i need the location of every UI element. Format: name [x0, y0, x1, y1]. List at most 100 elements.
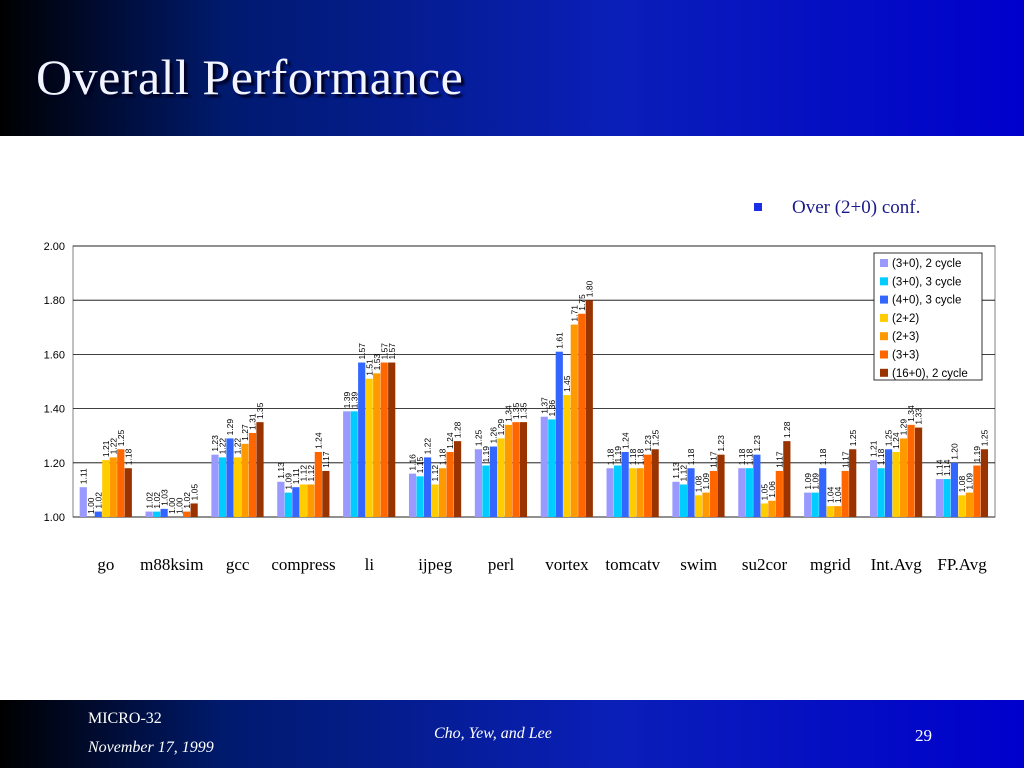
bar	[277, 481, 285, 517]
data-label: 1.24	[314, 432, 324, 449]
legend-swatch	[880, 259, 888, 267]
title-bar: Overall Performance	[0, 0, 1024, 136]
bar	[958, 495, 966, 517]
data-label: 1.22	[218, 438, 228, 455]
data-label: 1.04	[833, 486, 843, 503]
data-label: 1.19	[613, 446, 623, 463]
bar	[980, 449, 989, 517]
x-tick-label: m88ksim	[140, 555, 204, 574]
y-tick-label: 1.40	[44, 404, 65, 416]
data-label: 1.09	[965, 473, 975, 490]
bar	[218, 457, 227, 517]
bar	[672, 481, 680, 517]
bar	[388, 362, 396, 517]
data-label: 1.03	[159, 489, 169, 506]
bar	[94, 511, 102, 517]
data-label: 1.24	[620, 432, 630, 449]
bar	[892, 451, 900, 517]
legend-entry: (3+0), 3 cycle	[892, 276, 961, 288]
data-label: 1.18	[628, 448, 638, 465]
bar	[548, 419, 556, 517]
bar	[314, 451, 322, 517]
data-label: 1.80	[584, 280, 594, 297]
bar	[606, 468, 614, 517]
bar	[555, 351, 563, 517]
footer-bar	[0, 700, 1024, 768]
data-label: 1.05	[760, 484, 770, 501]
bar	[423, 457, 432, 517]
y-tick-label: 1.80	[44, 295, 65, 307]
bar	[373, 373, 381, 517]
bar	[431, 484, 439, 517]
data-label: 1.11	[78, 468, 88, 484]
bar	[914, 427, 923, 517]
data-label: 1.09	[810, 473, 820, 490]
bar	[489, 446, 498, 517]
bar	[183, 511, 191, 517]
data-label: 1.23	[752, 435, 762, 452]
bar	[570, 324, 578, 517]
x-tick-label: perl	[487, 555, 515, 574]
bar	[497, 438, 505, 517]
bar	[408, 473, 417, 517]
data-label: 1.11	[291, 468, 301, 484]
data-label: 1.34	[906, 405, 916, 422]
bar	[350, 411, 358, 517]
bar	[307, 484, 315, 517]
bar	[284, 492, 292, 517]
data-label: 1.27	[240, 424, 250, 441]
legend-entry: (2+2)	[892, 313, 919, 325]
data-label: 1.22	[233, 438, 243, 455]
bar	[884, 449, 893, 517]
data-label: 1.16	[408, 454, 418, 471]
x-tick-label: FP.Avg	[937, 555, 987, 574]
bar	[299, 484, 307, 517]
legend-entry: (3+0), 2 cycle	[892, 258, 961, 270]
data-label: 1.23	[716, 435, 726, 452]
footer-date: November 17, 1999	[88, 739, 214, 756]
data-label: 1.61	[554, 332, 564, 349]
data-label: 1.05	[189, 484, 199, 501]
bar	[811, 492, 819, 517]
data-label: 1.20	[950, 443, 960, 460]
bar	[241, 443, 249, 517]
data-label: 1.28	[453, 421, 463, 438]
chart-subtitle: Over (2+0) conf.	[792, 197, 921, 218]
legend-swatch	[880, 277, 888, 286]
data-label: 1.35	[519, 402, 529, 419]
bar	[160, 508, 168, 517]
bar	[950, 462, 959, 517]
data-label: 1.57	[357, 343, 367, 360]
data-label: 1.12	[430, 465, 440, 482]
bar	[416, 476, 424, 517]
data-label: 1.29	[899, 419, 909, 436]
bar	[687, 468, 695, 517]
data-label: 1.17	[840, 451, 850, 468]
bar	[343, 411, 351, 517]
bar	[709, 470, 718, 517]
x-tick-label: compress	[271, 555, 336, 574]
bar	[233, 457, 242, 517]
data-label: 1.09	[284, 473, 294, 490]
bar	[190, 503, 198, 517]
bar	[760, 503, 768, 517]
data-label: 1.22	[423, 438, 433, 455]
data-label: 1.24	[445, 432, 455, 449]
bar	[679, 484, 688, 517]
bar	[365, 378, 373, 517]
performance-bar-chart: 1.001.201.401.601.802.001.111.001.021.21…	[44, 241, 996, 524]
data-label: 1.36	[547, 400, 557, 417]
data-label: 1.33	[914, 408, 924, 425]
data-label: 1.00	[86, 497, 96, 514]
bar	[826, 506, 834, 517]
bar	[102, 460, 110, 517]
data-label: 1.25	[116, 429, 126, 446]
legend-swatch	[880, 313, 888, 322]
y-tick-label: 1.60	[44, 349, 65, 361]
bar	[629, 468, 637, 517]
data-label: 1.31	[248, 413, 258, 430]
data-label: 1.15	[415, 457, 425, 474]
legend-box	[873, 252, 983, 381]
legend-swatch	[880, 368, 888, 377]
data-label: 1.13	[671, 462, 681, 479]
